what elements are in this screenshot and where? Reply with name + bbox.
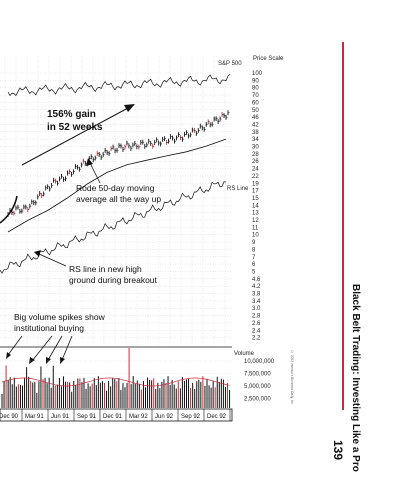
rs-annotation-line1: RS line in new high <box>69 264 142 274</box>
price-scale-label: 90 <box>252 78 259 84</box>
price-grid <box>0 56 232 345</box>
volume-arrowheads <box>6 352 65 364</box>
gain-annotation-line2: in 52 weeks <box>47 122 103 133</box>
price-scale-label: 2.6 <box>252 321 261 327</box>
gain-annotation-line1: 156% gain <box>47 109 96 120</box>
price-scale-label: 3.8 <box>252 292 261 298</box>
volume-annotation-line1: Big volume spikes show <box>14 312 106 322</box>
rs-arrowhead <box>34 250 41 257</box>
price-scale-label: 15 <box>252 196 259 202</box>
rs-line <box>0 181 227 274</box>
running-head: Black Belt Trading: Investing Like a Pro <box>350 284 361 472</box>
sp500-line <box>7 74 231 97</box>
price-scale-label: 3.0 <box>252 306 261 312</box>
x-axis-label: Dec 92 <box>207 414 227 420</box>
price-scale-label: 7 <box>252 255 256 261</box>
price-scale-label: 5 <box>252 269 256 275</box>
price-scale-label: 28 <box>252 152 259 158</box>
price-scale-label: 46 <box>252 115 259 121</box>
rs-annotation-line2: ground during breakout <box>69 275 158 285</box>
x-axis-label: Dec 91 <box>103 414 123 420</box>
price-scale-label: 100 <box>252 71 263 77</box>
price-scale-label: 70 <box>252 93 259 99</box>
x-axis-label: Mar 91 <box>25 414 44 420</box>
rs-line-label: RS Line <box>227 186 249 192</box>
volume-annotation-line2: institutional buying <box>14 323 84 333</box>
price-scale-label: 34 <box>252 137 259 143</box>
x-axis-label: Jun 92 <box>155 414 174 420</box>
price-scale-label: 60 <box>252 100 259 106</box>
x-axis-box <box>0 408 233 422</box>
price-scale-label: 38 <box>252 130 259 136</box>
price-scale-label: 6 <box>252 262 256 268</box>
ma-annotation-line2: average all the way up <box>76 194 161 204</box>
x-axis-labels: Dec 90 Mar 91 Jun 91 Sep 91 Dec 91 Mar 92 Jun … <box>0 409 231 421</box>
rs-arrow <box>38 253 67 267</box>
price-scale-label: 9 <box>252 240 256 246</box>
price-scale-label: 10 <box>252 233 259 239</box>
volume-scale-label: 2,500,000 <box>244 397 271 403</box>
price-scale-label: 3.4 <box>252 299 261 305</box>
price-scale-label: 50 <box>252 108 259 114</box>
price-scale-label: 4.6 <box>252 277 261 283</box>
price-scale-label: 4.2 <box>252 284 261 290</box>
volume-scale: 10,000,000 7,500,000 5,000,000 2,500,000 <box>244 359 275 403</box>
x-axis-label: Sep 91 <box>77 414 97 420</box>
x-axis-label: Sep 92 <box>181 414 201 420</box>
price-scale-label: 2.2 <box>252 336 261 342</box>
volume-scale-label: 7,500,000 <box>244 372 271 378</box>
volume-grid <box>0 360 232 399</box>
page-divider-rule <box>342 42 344 410</box>
price-scale-label: 80 <box>252 86 259 92</box>
price-scale-label: 2.4 <box>252 328 261 334</box>
price-scale-label: 19 <box>252 181 259 187</box>
price-scale-label: 12 <box>252 218 259 224</box>
ma-annotation-line1: Rode 50-day moving <box>76 183 155 193</box>
gain-arrow <box>21 107 129 166</box>
price-scale-label: 2.8 <box>252 314 261 320</box>
price-scale-label: 11 <box>252 225 259 231</box>
page-number: 139 <box>331 440 345 461</box>
sp500-label: S&P 500 <box>218 61 242 67</box>
price-bars <box>7 110 230 217</box>
volume-scale-label: 5,000,000 <box>244 384 271 390</box>
price-scale-label: 22 <box>252 174 259 180</box>
ma-arrowhead <box>86 158 93 166</box>
price-scale-label: 13 <box>252 211 259 217</box>
price-scale-label: 8 <box>252 247 256 253</box>
price-scale-label: 42 <box>252 122 259 128</box>
price-scale-label: 24 <box>252 167 259 173</box>
gain-arrowhead <box>124 104 135 112</box>
volume-scale-label: 10,000,000 <box>244 359 275 365</box>
volume-arrows <box>7 335 73 362</box>
price-scale-label: 17 <box>252 189 259 195</box>
price-scale-label: 26 <box>252 159 259 165</box>
price-scale-header: Price Scale <box>253 56 284 62</box>
price-scale-label: 14 <box>252 203 259 209</box>
volume-average-line <box>1 377 230 387</box>
price-scale-label: 30 <box>252 145 259 151</box>
x-axis-label: Dec 90 <box>0 414 19 420</box>
volume-header: Volume <box>234 351 255 357</box>
copyright-notice: © 2003 Investor's Business Daily, Inc. <box>290 350 294 405</box>
moving-average-50-line <box>7 138 227 233</box>
x-axis-label: Mar 92 <box>129 414 148 420</box>
ma-arrow <box>89 162 101 184</box>
base-curve <box>0 195 18 224</box>
x-axis-label: Jun 91 <box>51 414 70 420</box>
